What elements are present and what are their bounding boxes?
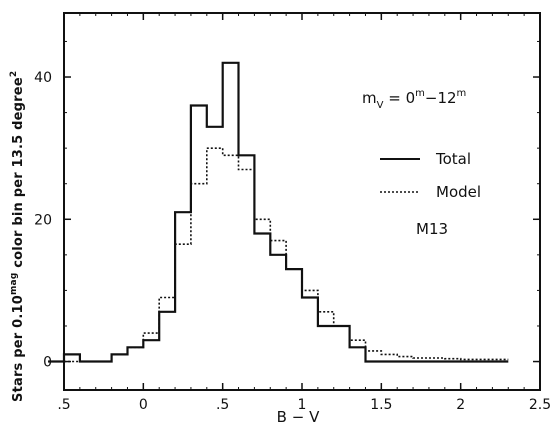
series-total-line [48,61,509,363]
magnitude-range-annotation: mV = 0m−12m [362,88,466,111]
x-tick-label: 1 [298,397,307,413]
y-tick-label: 40 [34,70,52,86]
series-model-line [48,147,509,363]
cluster-annotation: M13 [416,220,448,238]
x-tick-label: 2.5 [529,397,551,413]
legend: Total Model [380,150,481,201]
x-tick-label: .5 [216,397,229,413]
series-group [48,61,509,363]
x-tick-label: 0 [139,397,148,413]
axis-ticks: .5 0 .5 1 1.5 2 2.5 0 20 40 [34,13,551,413]
y-tick-label: 0 [43,355,52,371]
y-axis-label: Stars per 0.10mag color bin per 13.5 deg… [9,71,26,402]
x-tick-label: 1.5 [370,397,392,413]
x-axis-label: B − V [277,408,320,426]
x-tick-label: .5 [57,397,70,413]
y-tick-label: 20 [34,212,52,228]
legend-total-label: Total [435,150,471,168]
plot-frame [63,12,541,391]
legend-model-label: Model [436,183,481,201]
x-tick-label: 2 [456,397,465,413]
